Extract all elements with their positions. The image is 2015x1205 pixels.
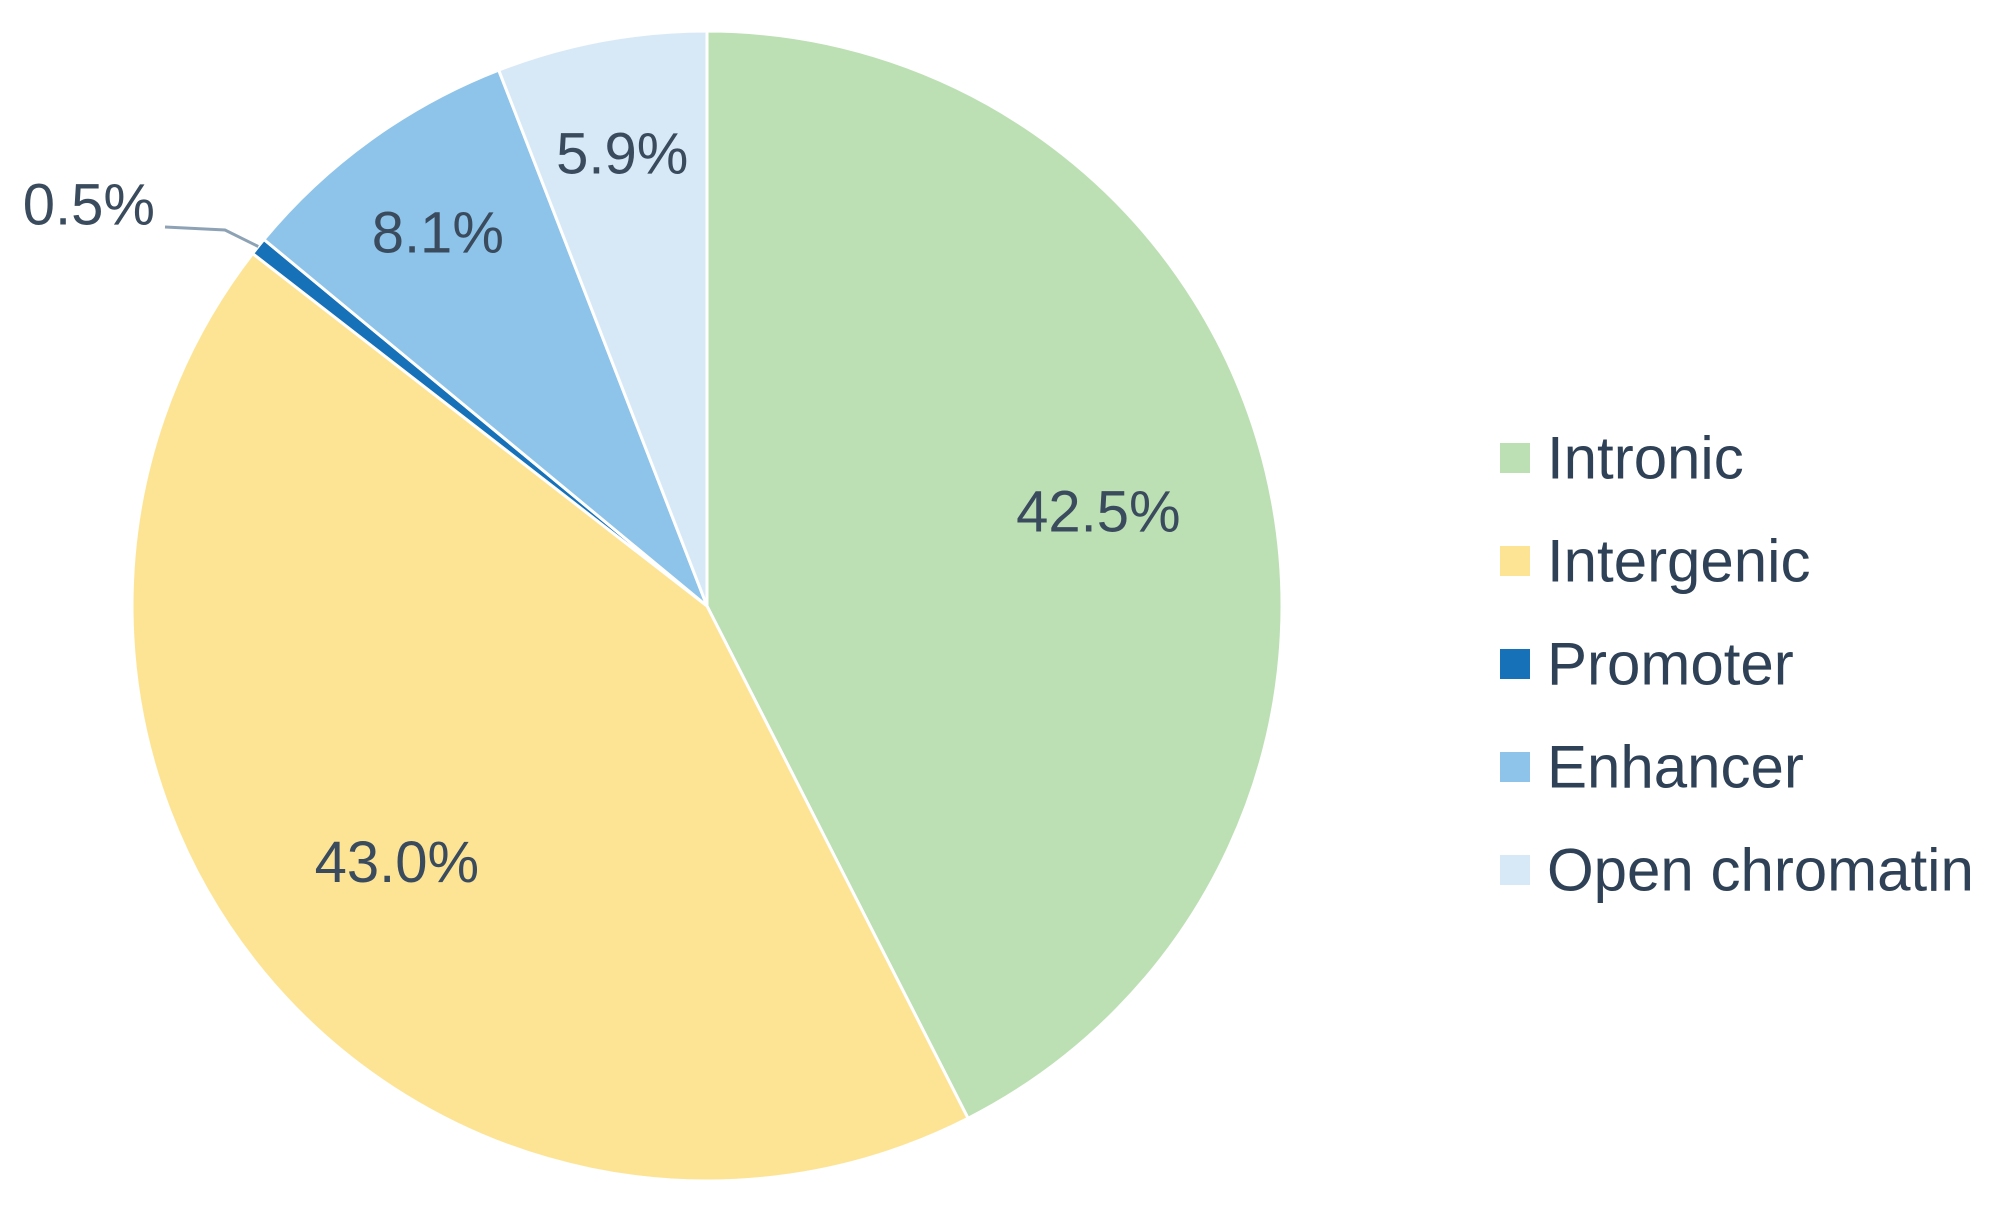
legend: Intronic Intergenic Promoter Enhancer Open c… <box>1500 425 1974 904</box>
legend-swatch-open-chromatin <box>1500 855 1530 885</box>
legend-swatch-enhancer <box>1500 752 1530 782</box>
pie-slice-intergenic <box>130 251 971 1183</box>
pie-slice-open-chromatin <box>496 29 709 607</box>
legend-swatch-promoter <box>1500 649 1530 679</box>
legend-label-intronic: Intronic <box>1547 425 1744 492</box>
leader-lines <box>164 225 259 248</box>
leader-line-promoter <box>164 225 259 248</box>
slice-labels: 42.5% 43.0% 0.5% 8.1% 5.9% <box>23 121 1181 895</box>
slice-label-intronic: 42.5% <box>1016 480 1180 545</box>
legend-swatch-intergenic <box>1500 546 1530 576</box>
pie-slice-intronic <box>705 29 1284 1121</box>
legend-label-open-chromatin: Open chromatin <box>1547 837 1974 904</box>
slice-label-enhancer: 8.1% <box>372 201 504 266</box>
legend-label-promoter: Promoter <box>1547 631 1794 698</box>
legend-label-intergenic: Intergenic <box>1547 528 1811 595</box>
slice-label-intergenic: 43.0% <box>315 830 479 895</box>
legend-swatch-intronic <box>1500 443 1530 473</box>
pie-slice-enhancer <box>261 68 711 611</box>
legend-label-enhancer: Enhancer <box>1547 734 1804 801</box>
slice-label-promoter: 0.5% <box>23 173 155 238</box>
slice-label-open-chromatin: 5.9% <box>556 121 688 186</box>
pie-slices <box>130 29 1284 1183</box>
